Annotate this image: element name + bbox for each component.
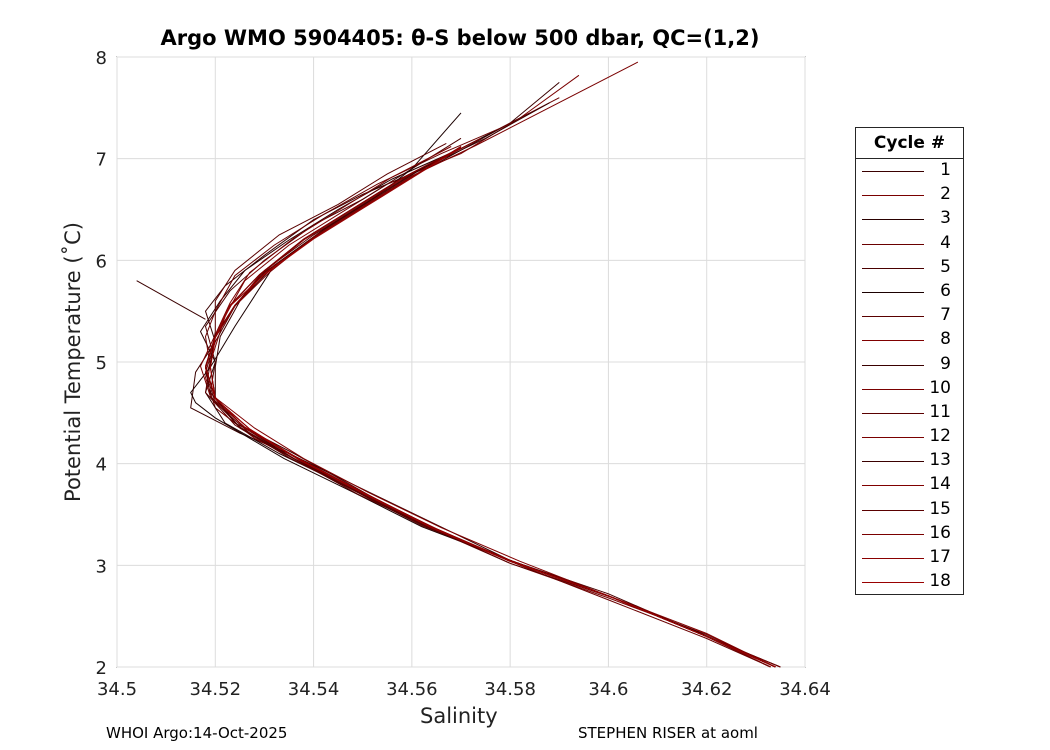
legend-swatch	[862, 437, 924, 439]
legend-item: 1	[856, 159, 963, 183]
legend-label: 6	[940, 280, 951, 301]
legend-label: 18	[929, 571, 951, 592]
legend: Cycle # 1 2 3 4 5 6 7 8 9 10 11 12 13 14 15 16 17 18	[855, 127, 964, 595]
legend-label: 3	[940, 208, 951, 229]
legend-label: 10	[929, 377, 951, 398]
y-axis-label: Potential Temperature (˚C)	[61, 222, 85, 502]
legend-label: 1	[940, 160, 951, 180]
legend-swatch	[862, 195, 924, 197]
x-tick-label: 34.58	[484, 679, 536, 700]
legend-swatch	[862, 171, 924, 172]
legend-item: 3	[856, 207, 963, 231]
x-tick-label: 34.64	[779, 679, 831, 700]
legend-item: 16	[856, 522, 963, 546]
series-line-cycle-18	[209, 147, 776, 668]
legend-swatch	[862, 558, 924, 559]
legend-label: 17	[929, 547, 951, 567]
legend-item: 13	[856, 449, 963, 473]
legend-label: 15	[929, 498, 951, 519]
legend-swatch	[862, 461, 924, 463]
x-tick-label: 34.56	[386, 679, 438, 700]
y-tick-label: 8	[96, 48, 107, 69]
grid-lines	[116, 56, 806, 668]
legend-item: 14	[856, 473, 963, 497]
legend-label: 12	[929, 426, 951, 447]
legend-swatch	[862, 533, 924, 535]
x-tick-label: 34.54	[288, 679, 340, 700]
legend-item: 17	[856, 546, 963, 570]
legend-swatch	[862, 291, 924, 293]
legend-label: 11	[929, 401, 951, 422]
legend-label: 16	[929, 522, 951, 543]
legend-swatch	[862, 485, 924, 487]
legend-label: 5	[940, 256, 951, 277]
x-tick-label: 34.52	[190, 679, 242, 700]
legend-swatch	[862, 219, 924, 221]
legend-swatch	[862, 388, 924, 390]
legend-label: 9	[940, 353, 951, 374]
legend-item: 10	[856, 377, 963, 401]
legend-item: 12	[856, 425, 963, 449]
legend-item: 2	[856, 183, 963, 207]
legend-swatch	[862, 243, 924, 245]
series-line-cycle-5	[204, 137, 776, 668]
legend-item: 18	[856, 570, 963, 594]
legend-item: 6	[856, 280, 963, 304]
legend-label: 7	[940, 305, 951, 326]
legend-swatch	[862, 364, 924, 366]
series-layer	[136, 61, 781, 668]
footer-operator: STEPHEN RISER at aoml	[578, 724, 758, 742]
legend-label: 14	[929, 474, 951, 495]
x-tick-label: 34.6	[588, 679, 628, 700]
legend-title: Cycle #	[856, 128, 963, 159]
y-tick-label: 7	[96, 150, 107, 171]
legend-item: 7	[856, 304, 963, 328]
series-outlier-segment	[136, 280, 206, 320]
legend-swatch	[862, 509, 924, 511]
legend-item: 9	[856, 353, 963, 377]
legend-swatch	[862, 267, 924, 269]
y-tick-label: 5	[96, 353, 107, 374]
y-tick-label: 2	[96, 658, 107, 679]
legend-swatch	[862, 316, 924, 318]
legend-item: 11	[856, 401, 963, 425]
y-tick-label: 6	[96, 251, 107, 272]
x-tick-label: 34.62	[681, 679, 733, 700]
x-axis-label: Salinity	[420, 704, 498, 728]
chart-title: Argo WMO 5904405: θ-S below 500 dbar, QC…	[160, 26, 760, 50]
legend-items: 1 2 3 4 5 6 7 8 9 10 11 12 13 14 15 16 17 18	[856, 159, 963, 594]
legend-label: 4	[940, 232, 951, 253]
y-tick-label: 3	[96, 556, 107, 577]
tick-layer: 34.5 34.52 34.54 34.56 34.58 34.6 34.62 34.64 2 3…	[96, 48, 831, 700]
legend-swatch	[862, 340, 924, 342]
legend-label: 8	[940, 329, 951, 350]
legend-swatch	[862, 582, 924, 584]
legend-item: 15	[856, 498, 963, 522]
legend-label: 2	[940, 184, 951, 205]
legend-item: 8	[856, 328, 963, 352]
y-tick-label: 4	[96, 455, 107, 476]
footer-source: WHOI Argo:14-Oct-2025	[106, 724, 288, 742]
legend-swatch	[862, 412, 924, 414]
legend-item: 4	[856, 232, 963, 256]
legend-item: 5	[856, 256, 963, 280]
legend-label: 13	[929, 450, 951, 471]
x-tick-label: 34.5	[97, 679, 137, 700]
